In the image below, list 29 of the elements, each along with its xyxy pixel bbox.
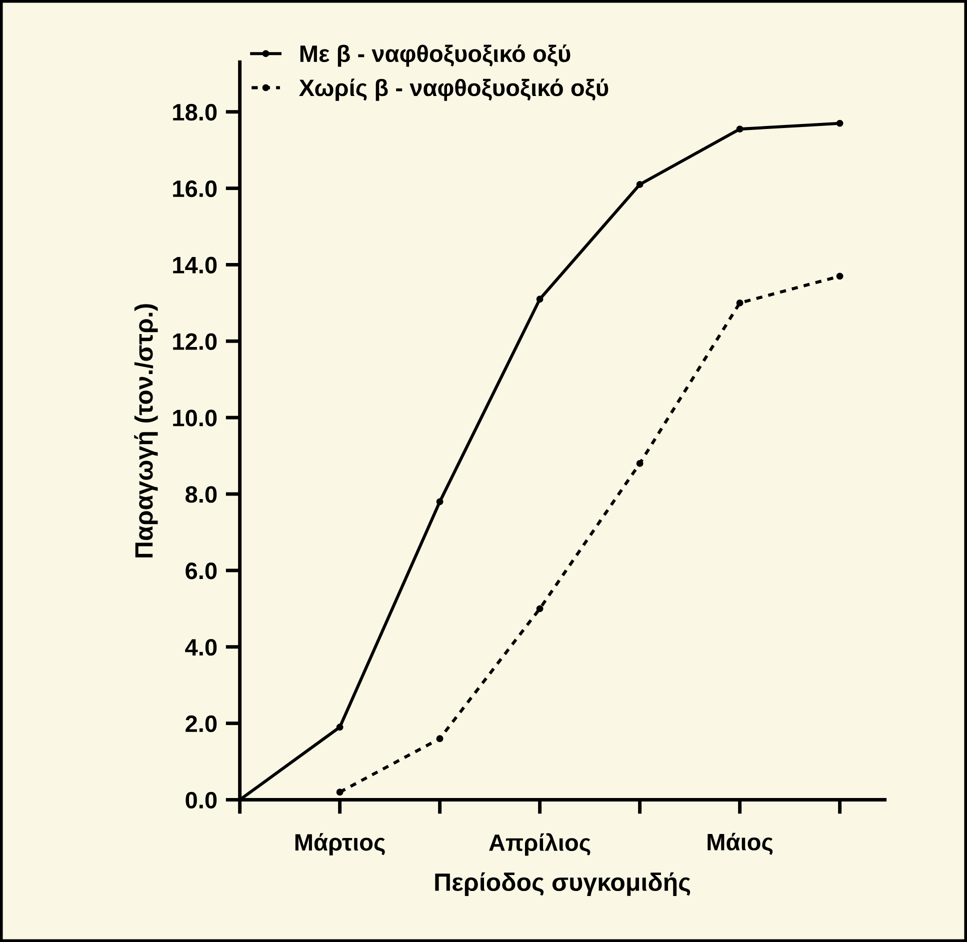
point [436,735,444,742]
x-tick-label: Μάιος [708,832,773,855]
point [736,299,744,306]
y-tick-label: 12.0 [173,333,217,350]
y-tick-label: 2.0 [186,715,217,732]
y-tick-label: 14.0 [173,256,217,274]
point [436,498,444,506]
y-tick-label: 4.0 [185,638,217,656]
point [336,788,344,796]
x-axis-title: Περίοδος συγκομιδής [435,872,690,896]
legend-label: Με β - ναφθοξυοξικό οξύ [300,44,570,67]
y-tick-label: 6.0 [186,562,217,580]
x-tick-label: Μάρτιος [295,833,385,856]
y-axis-title: Παραγωγή (τον./στρ.) [134,304,158,558]
y-tick-label: 18.0 [173,104,217,121]
point [736,126,744,133]
point [536,605,544,612]
point [836,120,844,127]
legend-label: Χωρίς β - ναφθοξυοξικό οξύ [299,78,608,101]
x-tick-label: Απρίλιος [489,833,590,856]
point [636,180,644,188]
y-tick-label: 0.0 [186,792,217,809]
point [636,460,644,467]
point [336,724,344,731]
y-tick-label: 10.0 [173,410,217,426]
point [836,272,844,280]
y-tick-label: 16.0 [173,180,217,198]
point [536,296,544,303]
y-tick-label: 8.0 [186,486,217,503]
